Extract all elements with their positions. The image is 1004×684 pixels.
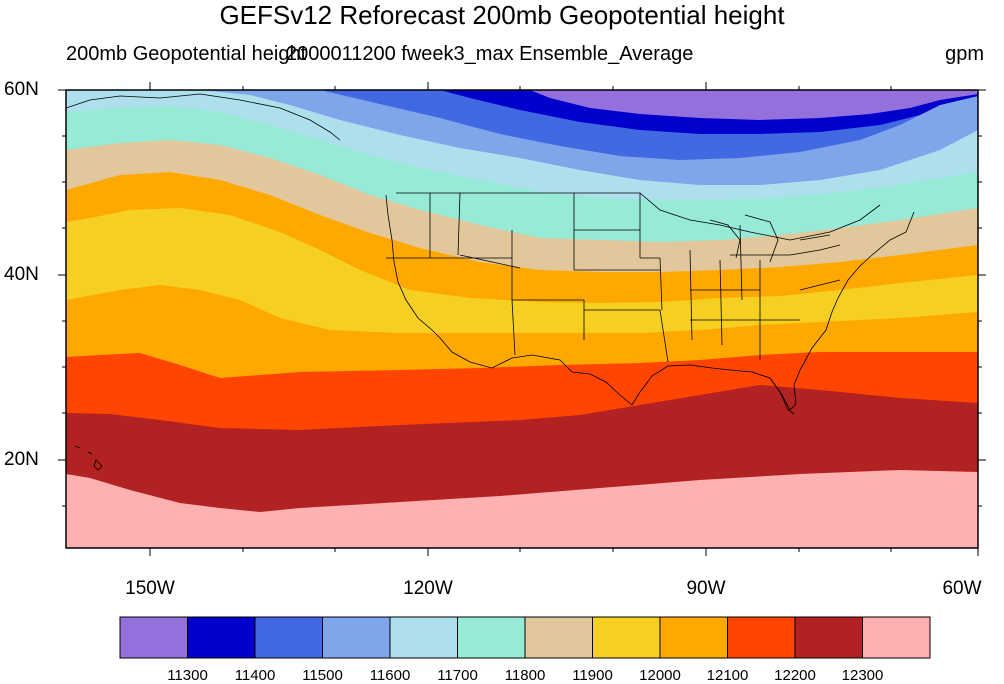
great-lakes: [709, 214, 841, 263]
colorbar-swatch: [862, 616, 931, 659]
colorbar-swatch: [727, 616, 796, 659]
map-frame: [65, 89, 979, 549]
lat-label-20n: 20N: [4, 449, 39, 470]
lon-label-120w: 120W: [403, 578, 453, 599]
gulf-coast: [631, 211, 915, 411]
units-label: gpm: [945, 43, 984, 65]
contour-fill-layer: [66, 90, 978, 548]
colorbar-swatch: [119, 616, 188, 659]
lat-label-60n: 60N: [4, 79, 39, 100]
variable-subtitle: 200mb Geopotential height: [66, 43, 307, 65]
lat-label-40n: 40N: [4, 264, 39, 285]
colorbar-swatch: [187, 616, 256, 659]
axis-ticks: [58, 82, 986, 556]
run-subtitle: 2000011200 fweek3_max Ensemble_Average: [286, 43, 694, 65]
boundaries-layer: [66, 93, 915, 471]
state-lines-central: [639, 193, 841, 363]
map-title: GEFSv12 Reforecast 200mb Geopotential he…: [219, 0, 785, 30]
lon-label-60w: 60W: [942, 578, 982, 599]
colorbar-swatch: [659, 616, 728, 659]
florida: [769, 377, 795, 415]
state-lines-west: [386, 192, 660, 356]
colorbar-label: 11500: [302, 667, 343, 684]
colorbar-swatch: [592, 616, 661, 659]
colorbar-label: 11600: [369, 667, 411, 684]
colorbar-label: 11300: [167, 667, 208, 684]
colorbar-swatch: [254, 616, 323, 659]
colorbar-label: 12000: [639, 667, 681, 684]
us-canada-border: [396, 192, 881, 241]
colorbar-label: 11700: [437, 667, 478, 684]
colorbar-label: 11800: [504, 667, 546, 684]
lon-label-90w: 90W: [686, 578, 726, 599]
colorbar-label: 12200: [774, 667, 816, 684]
contour-band-below-11300: [530, 90, 978, 120]
us-west-coast: [385, 194, 441, 339]
colorbar: [119, 616, 931, 659]
mexico-baja-coast: [439, 337, 633, 406]
colorbar-swatch: [457, 616, 526, 659]
colorbar-label: 11900: [572, 667, 613, 684]
colorbar-label: 12100: [706, 667, 749, 684]
colorbar-swatch: [794, 616, 863, 659]
lon-label-150w: 150W: [125, 578, 175, 599]
hawaii: [74, 445, 103, 471]
colorbar-swatch: [322, 616, 391, 659]
colorbar-label: 12300: [841, 667, 884, 684]
colorbar-swatch: [389, 616, 458, 659]
colorbar-label: 11400: [234, 667, 276, 684]
alaska-canada-coast: [66, 93, 341, 141]
colorbar-swatch: [524, 616, 593, 659]
